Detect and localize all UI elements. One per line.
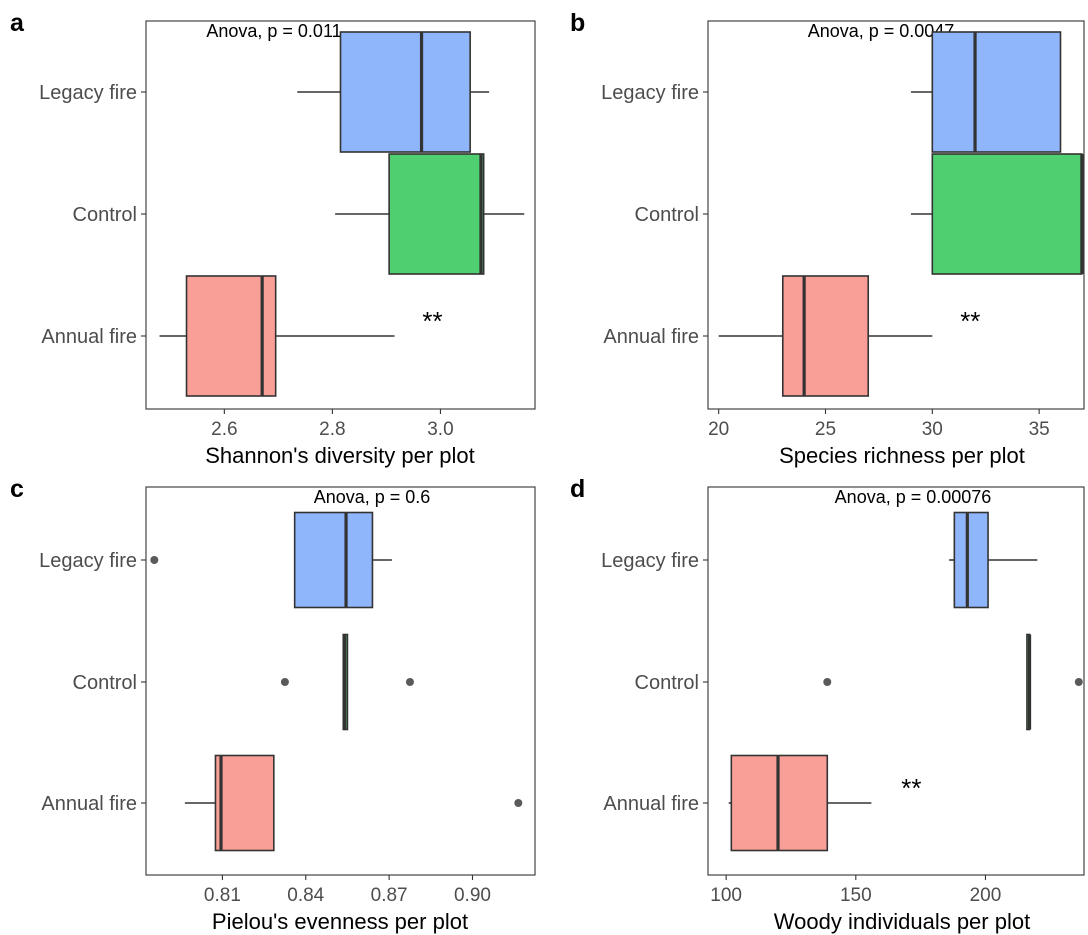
anova-annotation: Anova, p = 0.0047 — [808, 21, 955, 41]
panel-label: d — [570, 475, 585, 503]
panel-c: c Anova, p = 0.6 0.81 0.84 0.87 0.90 Pielou's … — [10, 475, 536, 934]
x-tick-label: 2.8 — [319, 419, 345, 440]
outlier-point — [1074, 678, 1083, 686]
box-control — [280, 633, 414, 731]
y-tick-label: Annual fire — [603, 326, 699, 348]
outlier-point — [405, 678, 414, 686]
x-tick-label: 150 — [840, 885, 872, 906]
box-annual-fire — [718, 275, 933, 397]
x-tick-label: 0.81 — [204, 885, 241, 906]
y-tick-label: Legacy fire — [601, 550, 699, 572]
box-body — [214, 754, 275, 852]
x-tick-label: 0.87 — [371, 885, 408, 906]
box-body — [931, 153, 1083, 275]
panel-a: a Anova, p = 0.011 2.6 2.8 3.0 Shannon's dive… — [10, 9, 536, 468]
x-tick-label: 3.0 — [427, 419, 453, 440]
x-tick-label: 20 — [708, 419, 729, 440]
y-tick-label: Legacy fire — [39, 550, 137, 572]
box-control — [823, 633, 1083, 731]
significance-stars: ** — [960, 306, 980, 336]
box-body — [388, 153, 485, 275]
x-tick-label: 0.90 — [454, 885, 491, 906]
plot-frame — [707, 20, 1085, 410]
box-control — [335, 153, 525, 275]
outlier-point — [280, 678, 289, 686]
panel-label: a — [10, 9, 25, 37]
x-tick-label: 100 — [710, 885, 742, 906]
y-tick-label: Annual fire — [41, 326, 137, 348]
y-tick-label: Control — [73, 204, 137, 226]
panel-label: c — [10, 475, 24, 503]
box-legacy-fire — [949, 511, 1038, 609]
x-tick-label: 0.84 — [287, 885, 324, 906]
y-tick-label: Legacy fire — [601, 82, 699, 104]
y-tick-label: Legacy fire — [39, 82, 137, 104]
significance-stars: ** — [422, 306, 442, 336]
anova-annotation: Anova, p = 0.00076 — [835, 487, 992, 507]
box-annual-fire — [184, 754, 523, 852]
y-tick-label: Annual fire — [603, 793, 699, 815]
panel-label: b — [570, 9, 585, 37]
x-axis-title: Species richness per plot — [779, 443, 1025, 468]
box-legacy-fire — [150, 511, 392, 609]
x-tick-label: 2.6 — [211, 419, 237, 440]
box-body — [339, 31, 471, 153]
plot-frame — [145, 486, 536, 876]
x-tick-label: 25 — [815, 419, 836, 440]
outlier-point — [150, 556, 159, 564]
box-body — [781, 275, 870, 397]
y-tick-label: Control — [73, 672, 137, 694]
panel-d: d Anova, p = 0.00076 100 150 200 Woody indivi… — [570, 475, 1085, 934]
y-tick-label: Control — [635, 204, 699, 226]
outlier-point — [823, 678, 832, 686]
box-body — [293, 511, 374, 609]
outlier-point — [514, 799, 523, 807]
x-axis-title: Woody individuals per plot — [774, 909, 1030, 934]
anova-annotation: Anova, p = 0.011 — [206, 21, 341, 41]
significance-stars: ** — [901, 773, 921, 803]
box-legacy-fire — [297, 31, 490, 153]
x-axis-title: Pielou's evenness per plot — [212, 909, 468, 934]
y-tick-label: Control — [635, 672, 699, 694]
box-annual-fire — [728, 754, 872, 852]
plot-frame — [145, 20, 536, 410]
box-legacy-fire — [910, 31, 1062, 153]
box-body — [953, 511, 989, 609]
box-body — [931, 31, 1062, 153]
anova-annotation: Anova, p = 0.6 — [314, 487, 431, 507]
x-tick-label: 35 — [1029, 419, 1050, 440]
x-axis-title: Shannon's diversity per plot — [205, 443, 475, 468]
x-tick-label: 200 — [970, 885, 1002, 906]
y-tick-label: Annual fire — [41, 793, 137, 815]
box-control — [910, 153, 1084, 275]
box-annual-fire — [159, 275, 395, 397]
plot-frame — [707, 486, 1085, 876]
x-tick-label: 30 — [922, 419, 943, 440]
